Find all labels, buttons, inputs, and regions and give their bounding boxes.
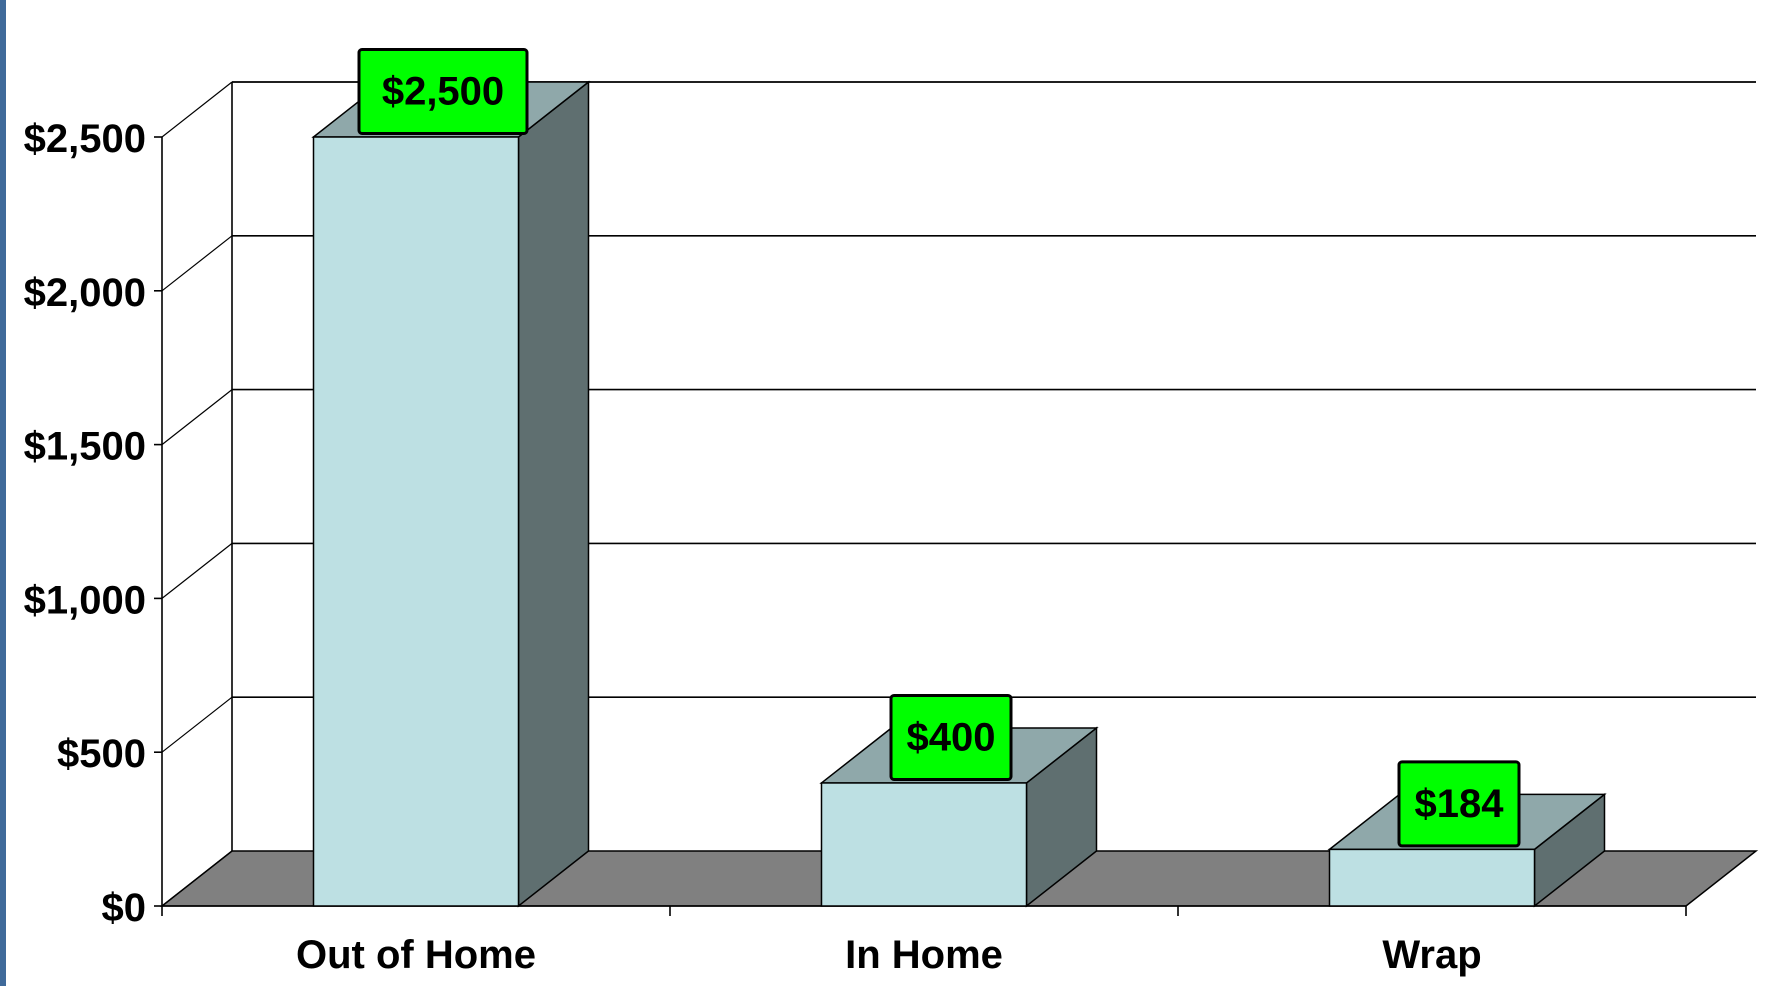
- side-wall-gridline: [161, 235, 233, 292]
- data-label-box: [889, 693, 1013, 781]
- bar: [312, 136, 520, 907]
- bar: [820, 782, 1028, 907]
- bar: [1328, 848, 1536, 907]
- slide-edge-rule: [0, 0, 6, 986]
- data-label: $2,500: [382, 70, 504, 114]
- y-axis-tick-label: $2,000: [24, 271, 146, 315]
- side-wall-gridline: [161, 696, 233, 753]
- y-axis-tick-label: $1,000: [24, 578, 146, 622]
- data-labels: $2,500 $400 $184: [357, 48, 1521, 848]
- data-label: $184: [1415, 782, 1505, 826]
- y-axis-tick-label: $0: [102, 886, 147, 930]
- x-axis-category-labels: Out of Home In Home Wrap: [296, 933, 1482, 977]
- y-axis-tick-label: $1,500: [24, 425, 146, 469]
- y-axis-tick-label: $2,500: [24, 117, 146, 161]
- bar-side-face: [517, 80, 590, 908]
- data-label: $400: [907, 715, 996, 759]
- side-wall-gridline: [161, 542, 233, 599]
- data-label-box: [357, 48, 529, 135]
- x-axis-category-label: In Home: [845, 933, 1003, 977]
- side-wall-gridline: [161, 389, 233, 446]
- side-wall-gridline: [161, 81, 233, 138]
- y-axis-tick-label: $500: [57, 732, 146, 776]
- x-axis-category-label: Out of Home: [296, 933, 536, 977]
- x-axis-category-label: Wrap: [1382, 933, 1481, 977]
- data-label-box: [1397, 760, 1521, 848]
- y-axis-tick-labels: $0 $500 $1,000 $1,500 $2,000 $2,500: [24, 117, 146, 930]
- side-wall-gridline: [161, 850, 233, 907]
